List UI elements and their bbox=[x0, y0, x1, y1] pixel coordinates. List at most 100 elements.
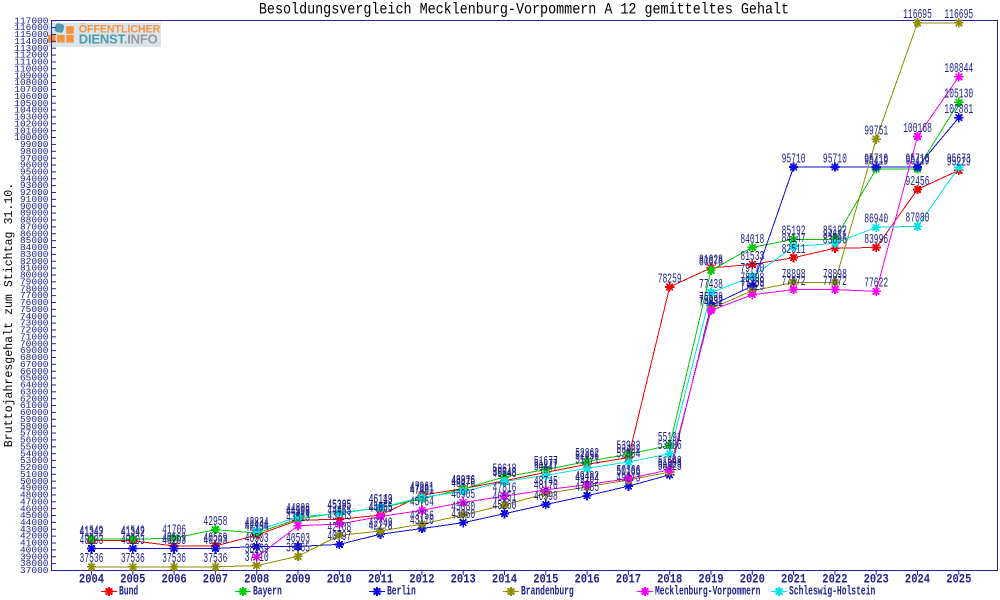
svg-text:116695: 116695 bbox=[903, 8, 932, 23]
svg-text:43753: 43753 bbox=[327, 510, 351, 525]
svg-text:49273: 49273 bbox=[616, 472, 640, 487]
svg-text:75539: 75539 bbox=[699, 291, 723, 306]
svg-text:99000: 99000 bbox=[20, 139, 49, 150]
svg-text:41342: 41342 bbox=[80, 526, 104, 541]
svg-text:49000: 49000 bbox=[20, 483, 49, 494]
svg-text:64000: 64000 bbox=[20, 380, 49, 391]
svg-text:2008: 2008 bbox=[244, 573, 269, 587]
svg-text:95710: 95710 bbox=[782, 153, 806, 168]
svg-text:105000: 105000 bbox=[14, 98, 49, 109]
svg-text:37710: 37710 bbox=[245, 551, 269, 566]
svg-text:50166: 50166 bbox=[616, 466, 640, 481]
svg-text:45764: 45764 bbox=[410, 496, 434, 511]
svg-text:60000: 60000 bbox=[20, 407, 49, 418]
svg-text:50847: 50847 bbox=[534, 461, 558, 476]
svg-text:102000: 102000 bbox=[14, 118, 49, 129]
svg-text:93000: 93000 bbox=[20, 180, 49, 191]
svg-text:100000: 100000 bbox=[14, 132, 49, 143]
svg-text:46143: 46143 bbox=[369, 493, 393, 508]
svg-text:98000: 98000 bbox=[20, 146, 49, 157]
svg-text:74000: 74000 bbox=[20, 311, 49, 322]
svg-text:107000: 107000 bbox=[14, 84, 49, 95]
svg-text:2023: 2023 bbox=[864, 573, 889, 587]
svg-text:73000: 73000 bbox=[20, 318, 49, 329]
svg-text:83996: 83996 bbox=[864, 233, 888, 248]
svg-text:38000: 38000 bbox=[20, 558, 49, 569]
svg-text:49482: 49482 bbox=[575, 470, 599, 485]
svg-text:2012: 2012 bbox=[409, 573, 434, 587]
svg-text:53986: 53986 bbox=[658, 439, 682, 454]
svg-text:44808: 44808 bbox=[286, 502, 310, 517]
svg-text:59000: 59000 bbox=[20, 414, 49, 425]
svg-text:45000: 45000 bbox=[20, 510, 49, 521]
svg-text:69000: 69000 bbox=[20, 345, 49, 356]
svg-text:77622: 77622 bbox=[864, 277, 888, 292]
svg-text:92456: 92456 bbox=[906, 175, 930, 190]
svg-text:40203: 40203 bbox=[121, 534, 145, 549]
svg-text:115000: 115000 bbox=[14, 29, 49, 40]
svg-text:108000: 108000 bbox=[14, 77, 49, 88]
svg-text:47431: 47431 bbox=[410, 484, 434, 499]
svg-text:46598: 46598 bbox=[534, 490, 558, 505]
svg-text:40203: 40203 bbox=[80, 534, 104, 549]
svg-text:37536: 37536 bbox=[121, 552, 145, 567]
svg-text:79770: 79770 bbox=[740, 262, 764, 277]
svg-text:46905: 46905 bbox=[451, 488, 475, 503]
svg-text:63000: 63000 bbox=[20, 386, 49, 397]
svg-text:2007: 2007 bbox=[203, 573, 228, 587]
svg-text:45055: 45055 bbox=[369, 501, 393, 516]
svg-text:40569: 40569 bbox=[203, 532, 227, 547]
svg-text:41549: 41549 bbox=[121, 525, 145, 540]
svg-text:55000: 55000 bbox=[20, 441, 49, 452]
svg-text:51000: 51000 bbox=[20, 469, 49, 480]
svg-text:75092: 75092 bbox=[699, 294, 723, 309]
svg-text:37536: 37536 bbox=[80, 552, 104, 567]
svg-text:DIENST.INFO: DIENST.INFO bbox=[79, 32, 158, 47]
svg-text:85192: 85192 bbox=[823, 225, 847, 240]
svg-text:42444: 42444 bbox=[245, 519, 269, 534]
svg-text:42958: 42958 bbox=[203, 515, 227, 530]
svg-text:51677: 51677 bbox=[534, 455, 558, 470]
svg-text:47885: 47885 bbox=[575, 481, 599, 496]
svg-text:2024: 2024 bbox=[905, 573, 930, 587]
svg-text:2016: 2016 bbox=[575, 573, 600, 587]
svg-text:2020: 2020 bbox=[740, 573, 765, 587]
svg-text:77709: 77709 bbox=[740, 276, 764, 291]
svg-text:48170: 48170 bbox=[534, 479, 558, 494]
svg-text:47000: 47000 bbox=[20, 496, 49, 507]
svg-text:50366: 50366 bbox=[616, 464, 640, 479]
svg-text:44855: 44855 bbox=[369, 502, 393, 517]
svg-text:52862: 52862 bbox=[575, 447, 599, 462]
svg-text:102881: 102881 bbox=[944, 103, 973, 118]
svg-text:66000: 66000 bbox=[20, 366, 49, 377]
svg-text:90000: 90000 bbox=[20, 201, 49, 212]
svg-text:104000: 104000 bbox=[14, 105, 49, 116]
svg-text:Bund: Bund bbox=[119, 585, 138, 599]
svg-text:42154: 42154 bbox=[245, 521, 269, 536]
svg-text:95000: 95000 bbox=[20, 167, 49, 178]
svg-text:84147: 84147 bbox=[782, 232, 806, 247]
svg-text:113000: 113000 bbox=[14, 43, 49, 54]
svg-text:84000: 84000 bbox=[20, 242, 49, 253]
svg-text:2022: 2022 bbox=[822, 573, 847, 587]
svg-text:87000: 87000 bbox=[20, 221, 49, 232]
svg-text:50000: 50000 bbox=[20, 476, 49, 487]
svg-text:53422: 53422 bbox=[616, 443, 640, 458]
svg-text:44508: 44508 bbox=[286, 504, 310, 519]
svg-text:80678: 80678 bbox=[699, 256, 723, 271]
svg-text:51323: 51323 bbox=[658, 458, 682, 473]
svg-text:42000: 42000 bbox=[20, 531, 49, 542]
svg-text:77000: 77000 bbox=[20, 290, 49, 301]
svg-text:43756: 43756 bbox=[410, 510, 434, 525]
svg-text:51648: 51648 bbox=[658, 455, 682, 470]
svg-text:110000: 110000 bbox=[14, 63, 49, 74]
svg-text:95229: 95229 bbox=[947, 156, 971, 171]
svg-text:86940: 86940 bbox=[864, 213, 888, 228]
svg-text:43000: 43000 bbox=[20, 524, 49, 535]
svg-text:108844: 108844 bbox=[944, 62, 973, 77]
svg-text:41549: 41549 bbox=[80, 525, 104, 540]
svg-text:45385: 45385 bbox=[327, 498, 351, 513]
svg-text:77129: 77129 bbox=[740, 280, 764, 295]
svg-text:Bruttojahresgehalt zum Stichta: Bruttojahresgehalt zum Stichtag 31.10. bbox=[3, 183, 16, 447]
svg-text:74832: 74832 bbox=[699, 296, 723, 311]
